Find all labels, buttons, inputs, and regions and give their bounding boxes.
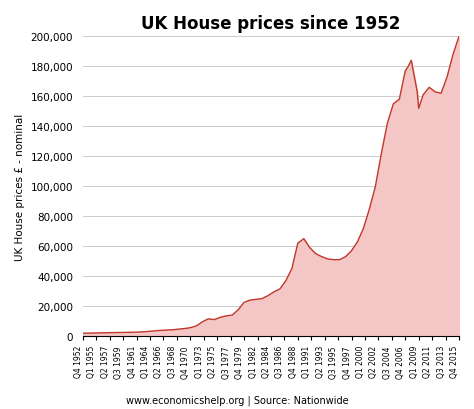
Text: www.economicshelp.org | Source: Nationwide: www.economicshelp.org | Source: Nationwi…	[126, 394, 348, 405]
Y-axis label: UK House prices £ - nominal: UK House prices £ - nominal	[15, 113, 25, 260]
Title: UK House prices since 1952: UK House prices since 1952	[141, 15, 401, 33]
